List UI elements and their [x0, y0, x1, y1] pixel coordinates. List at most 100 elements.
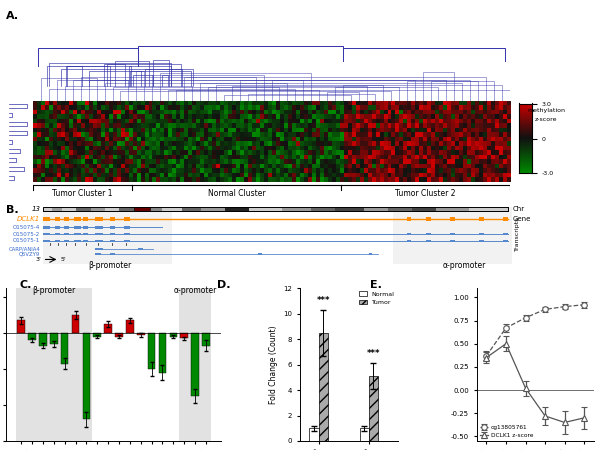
Bar: [105, 207, 119, 211]
Bar: [61, 333, 68, 364]
Bar: [450, 217, 455, 221]
Bar: [412, 207, 436, 211]
Bar: [62, 207, 76, 211]
Text: A.: A.: [6, 11, 19, 21]
Bar: [137, 333, 145, 335]
Text: B.: B.: [6, 205, 19, 215]
Bar: [64, 226, 69, 229]
Bar: [64, 217, 69, 221]
Bar: [392, 207, 512, 264]
Text: 13: 13: [31, 206, 40, 212]
Bar: [335, 207, 364, 211]
Bar: [55, 240, 61, 242]
Text: β-promoter: β-promoter: [32, 286, 76, 295]
Bar: [479, 233, 484, 235]
Bar: [148, 333, 155, 369]
Text: Transcripts: Transcripts: [515, 217, 520, 252]
Bar: [202, 333, 210, 346]
Bar: [126, 320, 134, 333]
Bar: [95, 226, 103, 229]
Bar: [83, 333, 90, 419]
Bar: [110, 217, 115, 221]
Bar: [311, 207, 335, 211]
Text: 3': 3': [36, 257, 41, 262]
Bar: [426, 233, 431, 235]
Bar: [163, 207, 182, 211]
Bar: [55, 217, 61, 221]
Bar: [95, 248, 103, 251]
Bar: [368, 253, 373, 255]
Text: β-promoter: β-promoter: [88, 261, 131, 270]
Text: Tumor Cluster 1: Tumor Cluster 1: [52, 189, 113, 198]
Bar: [124, 226, 130, 229]
Bar: [104, 324, 112, 333]
Text: Normal Cluster: Normal Cluster: [208, 189, 265, 198]
Bar: [110, 226, 115, 229]
Bar: [436, 207, 469, 211]
Bar: [134, 207, 148, 211]
Bar: [74, 226, 81, 229]
Text: D.: D.: [217, 280, 230, 290]
Bar: [388, 207, 412, 211]
Text: CARP/ANIA4: CARP/ANIA4: [8, 247, 40, 252]
Text: O15075-1: O15075-1: [13, 238, 40, 243]
Text: Chr: Chr: [512, 206, 524, 212]
Bar: [319, 333, 328, 441]
Text: C.: C.: [20, 280, 32, 290]
Bar: [43, 217, 50, 221]
Bar: [16, 288, 92, 441]
Bar: [115, 333, 123, 337]
Bar: [158, 333, 166, 373]
Bar: [450, 233, 455, 235]
Text: methylation: methylation: [527, 108, 565, 113]
Bar: [17, 320, 25, 333]
Text: O15075-4: O15075-4: [13, 225, 40, 230]
Bar: [43, 207, 172, 264]
Text: α-promoter: α-promoter: [173, 286, 217, 295]
Bar: [148, 207, 163, 211]
Text: ***: ***: [316, 296, 330, 305]
Text: Tumor Cluster 2: Tumor Cluster 2: [395, 189, 455, 198]
Bar: [55, 233, 61, 235]
Bar: [407, 217, 411, 221]
Bar: [110, 253, 115, 255]
Bar: [249, 207, 282, 211]
Bar: [95, 240, 103, 242]
Bar: [225, 207, 249, 211]
Bar: [74, 217, 81, 221]
Text: DCLK1: DCLK1: [17, 216, 40, 222]
Text: Q5VZY9: Q5VZY9: [19, 252, 40, 256]
Bar: [83, 240, 88, 242]
Bar: [50, 333, 58, 344]
Bar: [201, 207, 225, 211]
Bar: [83, 217, 88, 221]
Bar: [28, 333, 36, 340]
Bar: [282, 207, 311, 211]
Bar: [369, 376, 378, 441]
Bar: [110, 240, 115, 242]
Bar: [139, 248, 143, 251]
Y-axis label: Fold Change (Count): Fold Change (Count): [269, 325, 278, 404]
Bar: [503, 240, 508, 242]
Bar: [83, 226, 88, 229]
Bar: [479, 240, 484, 242]
Bar: [43, 240, 50, 242]
Bar: [170, 333, 177, 337]
Legend: cg13805761, DCLK1 z-score: cg13805761, DCLK1 z-score: [479, 425, 533, 438]
Bar: [503, 233, 508, 235]
Bar: [469, 207, 508, 211]
Bar: [119, 207, 134, 211]
Bar: [450, 240, 455, 242]
Bar: [43, 207, 52, 211]
Bar: [426, 240, 431, 242]
Bar: [43, 207, 508, 211]
Bar: [124, 233, 130, 235]
Bar: [55, 226, 61, 229]
Bar: [407, 233, 411, 235]
Text: ***: ***: [367, 349, 380, 358]
Bar: [83, 233, 88, 235]
Bar: [95, 233, 103, 235]
Text: O15075-2: O15075-2: [13, 232, 40, 237]
Bar: [426, 217, 431, 221]
Bar: [310, 428, 319, 441]
